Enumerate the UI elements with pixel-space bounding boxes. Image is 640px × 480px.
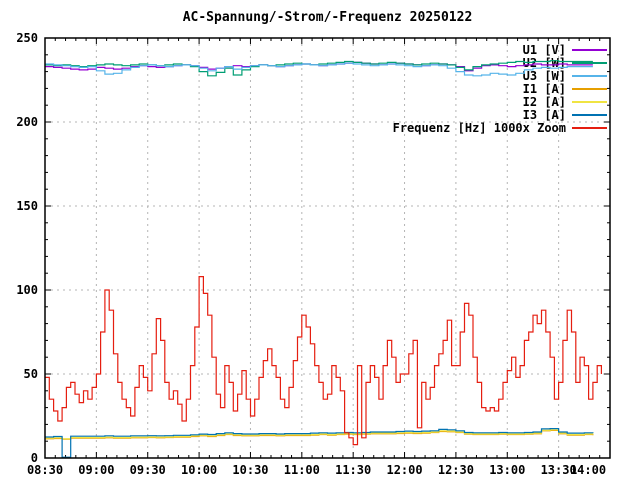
legend-label: U2 [W] [523,56,566,70]
x-tick-label: 09:00 [78,463,114,477]
y-tick-label: 100 [16,283,38,297]
x-tick-label: 08:30 [27,463,63,477]
x-tick-label: 14:00 [570,463,606,477]
legend-label: I3 [A] [523,108,566,122]
y-tick-label: 250 [16,31,38,45]
x-tick-label: 11:00 [284,463,320,477]
y-tick-label: 0 [31,451,38,465]
legend-label: Frequenz [Hz] 1000x Zoom [393,121,566,135]
legend-label: I2 [A] [523,95,566,109]
x-tick-label: 10:00 [181,463,217,477]
x-tick-label: 13:30 [541,463,577,477]
legend-label: I1 [A] [523,82,566,96]
legend-label: U1 [V] [523,43,566,57]
series-line-u3 [45,62,593,77]
x-tick-label: 12:30 [438,463,474,477]
x-tick-label: 11:30 [335,463,371,477]
x-tick-label: 09:30 [130,463,166,477]
series-line-i2 [45,429,594,440]
x-tick-label: 10:30 [232,463,268,477]
y-tick-label: 150 [16,199,38,213]
legend-label: U3 [W] [523,69,566,83]
x-tick-label: 12:00 [386,463,422,477]
y-tick-label: 200 [16,115,38,129]
x-tick-label: 13:00 [489,463,525,477]
series-line-frequenz [45,276,602,446]
y-tick-label: 50 [24,367,38,381]
plot-border [44,37,611,459]
series-line-i3 [45,428,594,458]
chart-title: AC-Spannung/-Strom/-Frequenz 20250122 [182,10,473,25]
